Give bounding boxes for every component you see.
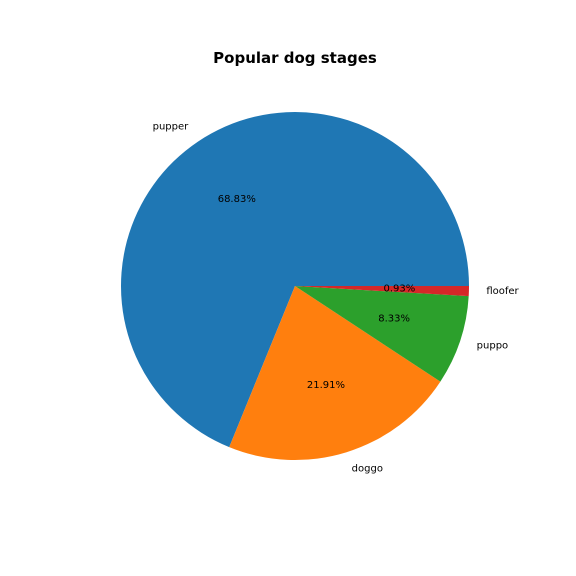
pie-slice-doggo [229,286,441,461]
chart-title: Popular dog stages [213,49,377,67]
slice-label-floofer: floofer [486,286,519,297]
slice-percent-puppo: 8.33% [378,313,410,324]
pie-slices [121,112,470,461]
slice-label-doggo: doggo [352,463,383,474]
slice-percent-pupper: 68.83% [218,194,256,205]
slice-label-pupper: pupper [153,122,190,133]
pie-labels: pupper 68.83% doggo 21.91% puppo 8.33% floofer… [153,122,520,475]
slice-percent-doggo: 21.91% [307,380,345,391]
slice-percent-floofer: 0.93% [383,284,415,295]
pie-slice-pupper [121,112,470,448]
slice-label-puppo: puppo [477,341,509,352]
pie-slice-puppo [295,286,469,382]
pie-slice-floofer [295,286,469,297]
